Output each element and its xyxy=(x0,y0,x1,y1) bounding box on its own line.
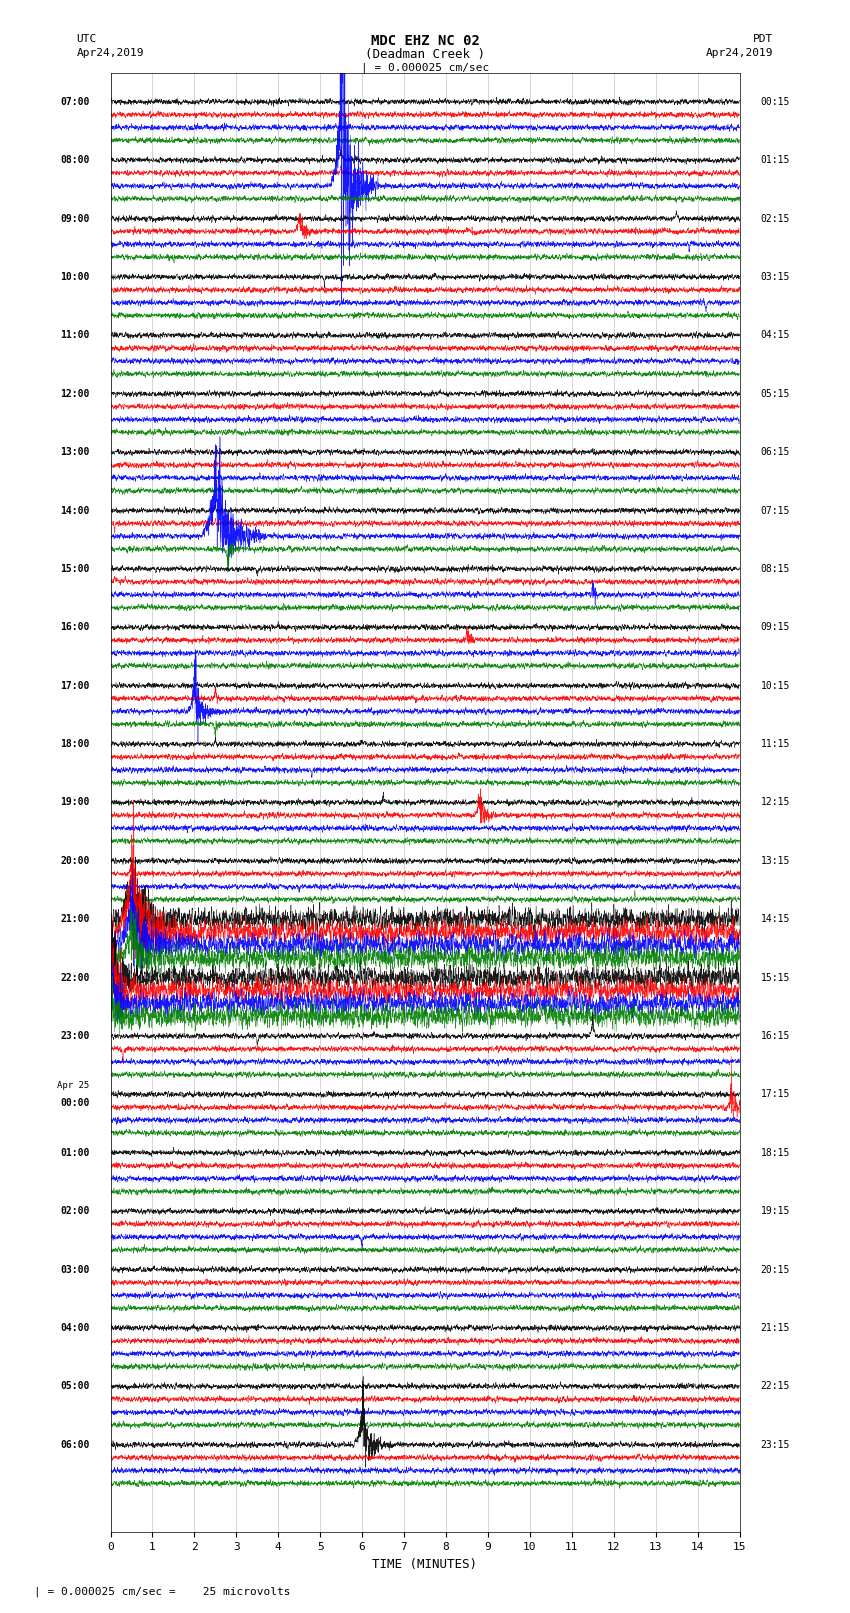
Text: 23:00: 23:00 xyxy=(60,1031,89,1040)
Text: 03:00: 03:00 xyxy=(60,1265,89,1274)
Text: 07:15: 07:15 xyxy=(761,505,790,516)
Text: 19:00: 19:00 xyxy=(60,797,89,808)
Text: 19:15: 19:15 xyxy=(761,1207,790,1216)
Text: 00:00: 00:00 xyxy=(60,1098,89,1108)
Text: 10:15: 10:15 xyxy=(761,681,790,690)
Text: 14:00: 14:00 xyxy=(60,505,89,516)
Text: Apr 25: Apr 25 xyxy=(57,1081,89,1090)
Text: 16:00: 16:00 xyxy=(60,623,89,632)
Text: 06:15: 06:15 xyxy=(761,447,790,456)
Text: MDC EHZ NC 02: MDC EHZ NC 02 xyxy=(371,34,479,48)
Text: 11:15: 11:15 xyxy=(761,739,790,748)
Text: 22:15: 22:15 xyxy=(761,1381,790,1392)
Text: 07:00: 07:00 xyxy=(60,97,89,106)
Text: 01:15: 01:15 xyxy=(761,155,790,165)
Text: 20:00: 20:00 xyxy=(60,857,89,866)
Text: (Deadman Creek ): (Deadman Creek ) xyxy=(365,48,485,61)
Text: 17:00: 17:00 xyxy=(60,681,89,690)
Text: Apr24,2019: Apr24,2019 xyxy=(706,48,774,58)
Text: 05:15: 05:15 xyxy=(761,389,790,398)
Text: 13:15: 13:15 xyxy=(761,857,790,866)
Text: 11:00: 11:00 xyxy=(60,331,89,340)
Text: 21:00: 21:00 xyxy=(60,915,89,924)
Text: 09:15: 09:15 xyxy=(761,623,790,632)
Text: UTC: UTC xyxy=(76,34,97,44)
Text: 09:00: 09:00 xyxy=(60,213,89,224)
Text: 04:15: 04:15 xyxy=(761,331,790,340)
Text: 18:00: 18:00 xyxy=(60,739,89,748)
Text: Apr24,2019: Apr24,2019 xyxy=(76,48,144,58)
Text: | = 0.000025 cm/sec: | = 0.000025 cm/sec xyxy=(361,63,489,74)
Text: 00:15: 00:15 xyxy=(761,97,790,106)
Text: 10:00: 10:00 xyxy=(60,273,89,282)
Text: 02:00: 02:00 xyxy=(60,1207,89,1216)
Text: 20:15: 20:15 xyxy=(761,1265,790,1274)
Text: 14:15: 14:15 xyxy=(761,915,790,924)
Text: 02:15: 02:15 xyxy=(761,213,790,224)
Text: 12:15: 12:15 xyxy=(761,797,790,808)
X-axis label: TIME (MINUTES): TIME (MINUTES) xyxy=(372,1558,478,1571)
Text: 16:15: 16:15 xyxy=(761,1031,790,1040)
Text: 12:00: 12:00 xyxy=(60,389,89,398)
Text: 04:00: 04:00 xyxy=(60,1323,89,1332)
Text: 23:15: 23:15 xyxy=(761,1440,790,1450)
Text: 05:00: 05:00 xyxy=(60,1381,89,1392)
Text: 18:15: 18:15 xyxy=(761,1148,790,1158)
Text: 15:15: 15:15 xyxy=(761,973,790,982)
Text: 15:00: 15:00 xyxy=(60,565,89,574)
Text: 17:15: 17:15 xyxy=(761,1089,790,1100)
Text: 22:00: 22:00 xyxy=(60,973,89,982)
Text: 03:15: 03:15 xyxy=(761,273,790,282)
Text: 21:15: 21:15 xyxy=(761,1323,790,1332)
Text: PDT: PDT xyxy=(753,34,774,44)
Text: 08:00: 08:00 xyxy=(60,155,89,165)
Text: 06:00: 06:00 xyxy=(60,1440,89,1450)
Text: 08:15: 08:15 xyxy=(761,565,790,574)
Text: 13:00: 13:00 xyxy=(60,447,89,456)
Text: | = 0.000025 cm/sec =    25 microvolts: | = 0.000025 cm/sec = 25 microvolts xyxy=(34,1586,291,1597)
Text: 01:00: 01:00 xyxy=(60,1148,89,1158)
